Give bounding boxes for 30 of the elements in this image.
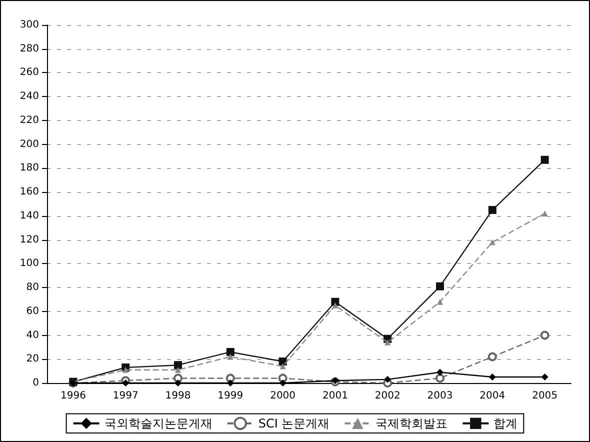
y-tick-label: 40 <box>26 330 39 341</box>
y-tick-label: 160 <box>20 186 39 198</box>
y-tick-label: 0 <box>32 378 39 388</box>
y-tick-label: 180 <box>20 162 39 174</box>
legend-label: 국제학회발표 <box>376 416 448 430</box>
y-tick-label: 60 <box>26 306 39 317</box>
y-tick-label: 120 <box>20 234 39 246</box>
y-tick-label: 280 <box>20 43 39 54</box>
y-tick-label: 80 <box>26 282 39 294</box>
y-tick-label: 20 <box>26 354 39 365</box>
legend-label: SCI 논문게재 <box>258 416 330 430</box>
y-tick-label: 260 <box>20 67 39 78</box>
x-tick-label: 2002 <box>374 390 400 402</box>
x-tick-label: 1997 <box>112 390 138 402</box>
y-tick-label: 100 <box>20 258 39 270</box>
x-tick-label: 2000 <box>270 390 296 402</box>
y-tick-label: 140 <box>20 210 39 222</box>
x-tick-label: 2003 <box>427 390 453 402</box>
x-tick-label: 1998 <box>165 390 191 402</box>
x-tick-label: 1999 <box>218 390 244 402</box>
x-tick-label: 2001 <box>322 390 348 402</box>
x-tick-label: 1996 <box>60 390 86 402</box>
x-tick-label: 2005 <box>532 390 558 402</box>
y-tick-label: 220 <box>20 114 39 126</box>
y-tick-label: 300 <box>20 20 39 30</box>
y-tick-label: 200 <box>20 138 39 150</box>
legend-label: 국외학술지논문게재 <box>104 416 212 430</box>
x-tick-label: 2004 <box>480 390 506 402</box>
y-tick-label: 240 <box>20 91 39 102</box>
legend-label: 합계 <box>494 416 518 430</box>
